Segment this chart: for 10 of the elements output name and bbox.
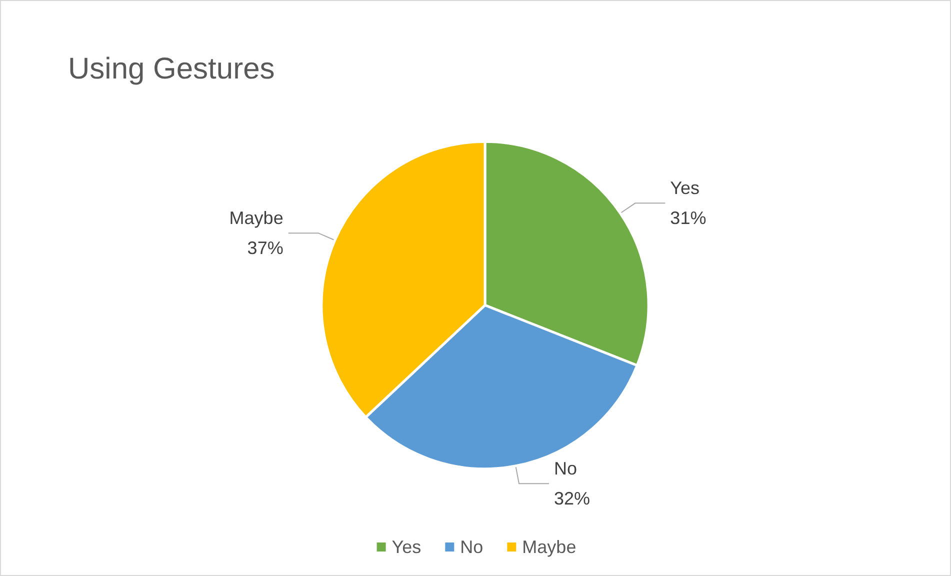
chart-title: Using Gestures	[68, 52, 275, 86]
data-label: 32%	[554, 488, 590, 509]
slice-label: Yes	[670, 178, 700, 198]
legend-label: No	[460, 537, 484, 557]
data-label: 31%	[670, 208, 706, 228]
legend-label: Maybe	[522, 537, 576, 557]
data-label: 37%	[247, 238, 284, 258]
slice-label: Maybe	[229, 208, 284, 228]
slice-label: No	[554, 458, 578, 479]
legend-label: Yes	[392, 537, 422, 557]
